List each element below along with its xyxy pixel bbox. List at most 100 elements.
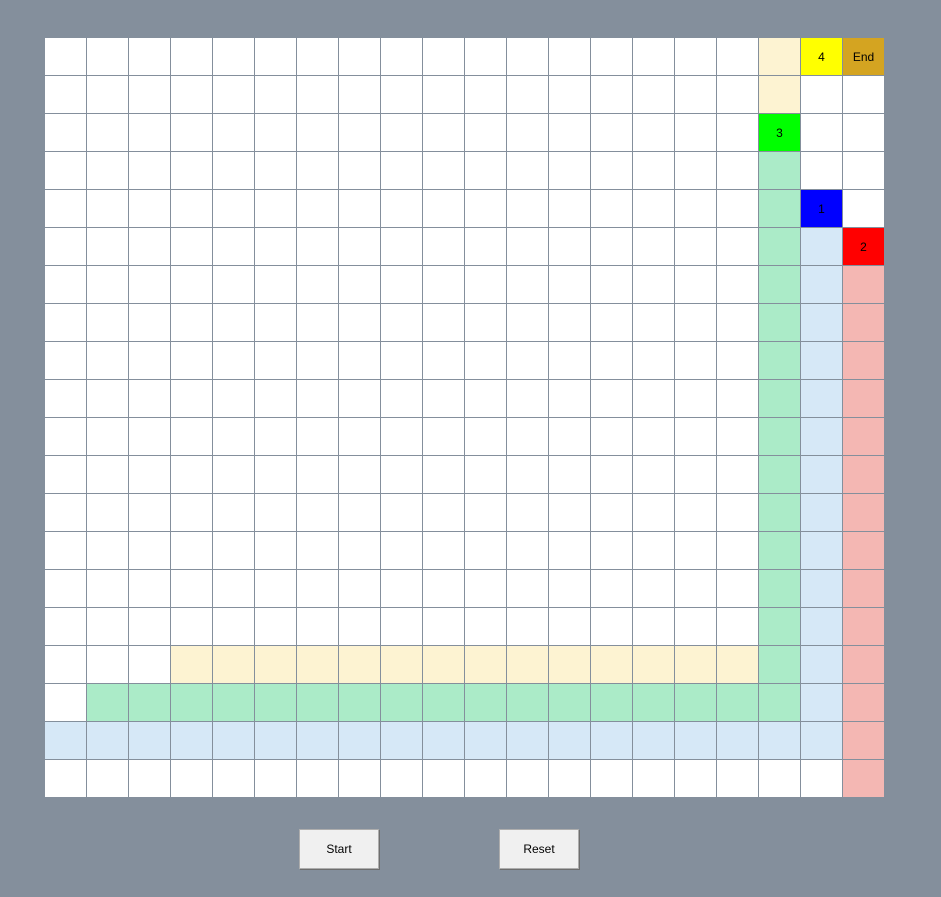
path-cell[interactable] <box>717 722 758 759</box>
grid-cell[interactable] <box>675 570 716 607</box>
path-cell[interactable] <box>759 494 800 531</box>
grid-cell[interactable] <box>381 760 422 797</box>
path-cell[interactable] <box>591 646 632 683</box>
grid-cell[interactable] <box>633 266 674 303</box>
grid-cell[interactable] <box>549 228 590 265</box>
agent-marker-3[interactable]: 3 <box>759 114 800 151</box>
grid-cell[interactable] <box>507 456 548 493</box>
path-cell[interactable] <box>255 684 296 721</box>
path-cell[interactable] <box>843 684 884 721</box>
grid-cell[interactable] <box>171 38 212 75</box>
grid-cell[interactable] <box>507 532 548 569</box>
path-cell[interactable] <box>339 684 380 721</box>
path-cell[interactable] <box>213 646 254 683</box>
grid-cell[interactable] <box>717 570 758 607</box>
grid-cell[interactable] <box>381 190 422 227</box>
path-cell[interactable] <box>759 342 800 379</box>
path-cell[interactable] <box>675 722 716 759</box>
grid-cell[interactable] <box>465 418 506 455</box>
grid-cell[interactable] <box>339 456 380 493</box>
path-cell[interactable] <box>255 722 296 759</box>
grid-cell[interactable] <box>423 380 464 417</box>
grid-cell[interactable] <box>465 266 506 303</box>
path-cell[interactable] <box>759 228 800 265</box>
path-cell[interactable] <box>843 380 884 417</box>
grid-cell[interactable] <box>129 304 170 341</box>
grid-cell[interactable] <box>45 456 86 493</box>
grid-cell[interactable] <box>129 380 170 417</box>
path-cell[interactable] <box>843 266 884 303</box>
grid-cell[interactable] <box>297 608 338 645</box>
grid-cell[interactable] <box>255 228 296 265</box>
path-cell[interactable] <box>759 266 800 303</box>
grid-cell[interactable] <box>675 190 716 227</box>
grid-cell[interactable] <box>549 494 590 531</box>
grid-cell[interactable] <box>591 532 632 569</box>
path-cell[interactable] <box>801 722 842 759</box>
grid-cell[interactable] <box>45 152 86 189</box>
path-cell[interactable] <box>129 684 170 721</box>
path-cell[interactable] <box>171 722 212 759</box>
grid-cell[interactable] <box>801 76 842 113</box>
grid-cell[interactable] <box>465 304 506 341</box>
path-cell[interactable] <box>801 456 842 493</box>
grid-cell[interactable] <box>717 532 758 569</box>
grid-cell[interactable] <box>549 152 590 189</box>
grid-cell[interactable] <box>675 418 716 455</box>
grid-cell[interactable] <box>717 76 758 113</box>
path-cell[interactable] <box>423 646 464 683</box>
path-cell[interactable] <box>759 76 800 113</box>
grid-cell[interactable] <box>675 38 716 75</box>
grid-cell[interactable] <box>465 190 506 227</box>
grid-cell[interactable] <box>549 190 590 227</box>
grid-cell[interactable] <box>675 342 716 379</box>
grid-cell[interactable] <box>633 38 674 75</box>
grid-cell[interactable] <box>213 342 254 379</box>
grid-cell[interactable] <box>171 342 212 379</box>
grid-cell[interactable] <box>507 152 548 189</box>
grid-cell[interactable] <box>171 304 212 341</box>
grid-cell[interactable] <box>549 76 590 113</box>
grid-cell[interactable] <box>465 570 506 607</box>
grid-cell[interactable] <box>297 190 338 227</box>
grid-cell[interactable] <box>297 494 338 531</box>
grid-cell[interactable] <box>549 608 590 645</box>
grid-cell[interactable] <box>87 380 128 417</box>
grid-cell[interactable] <box>549 114 590 151</box>
grid-cell[interactable] <box>843 190 884 227</box>
grid-cell[interactable] <box>549 342 590 379</box>
grid-cell[interactable] <box>297 570 338 607</box>
grid-cell[interactable] <box>381 570 422 607</box>
path-cell[interactable] <box>759 456 800 493</box>
path-cell[interactable] <box>801 342 842 379</box>
grid-cell[interactable] <box>381 76 422 113</box>
grid-cell[interactable] <box>507 494 548 531</box>
path-cell[interactable] <box>843 532 884 569</box>
grid-cell[interactable] <box>675 494 716 531</box>
grid-cell[interactable] <box>507 608 548 645</box>
path-cell[interactable] <box>633 722 674 759</box>
grid-cell[interactable] <box>675 760 716 797</box>
grid-cell[interactable] <box>171 532 212 569</box>
grid-cell[interactable] <box>255 608 296 645</box>
grid-cell[interactable] <box>591 494 632 531</box>
grid-cell[interactable] <box>465 152 506 189</box>
path-cell[interactable] <box>171 646 212 683</box>
grid-cell[interactable] <box>255 266 296 303</box>
path-cell[interactable] <box>171 684 212 721</box>
path-cell[interactable] <box>45 722 86 759</box>
grid-cell[interactable] <box>633 380 674 417</box>
grid-cell[interactable] <box>549 38 590 75</box>
grid-cell[interactable] <box>549 456 590 493</box>
grid-cell[interactable] <box>129 494 170 531</box>
grid-cell[interactable] <box>255 570 296 607</box>
grid-cell[interactable] <box>465 38 506 75</box>
path-cell[interactable] <box>381 684 422 721</box>
grid-cell[interactable] <box>507 266 548 303</box>
grid-cell[interactable] <box>171 190 212 227</box>
grid-cell[interactable] <box>87 532 128 569</box>
grid-cell[interactable] <box>381 38 422 75</box>
grid-cell[interactable] <box>507 380 548 417</box>
grid-cell[interactable] <box>213 114 254 151</box>
grid-cell[interactable] <box>213 304 254 341</box>
